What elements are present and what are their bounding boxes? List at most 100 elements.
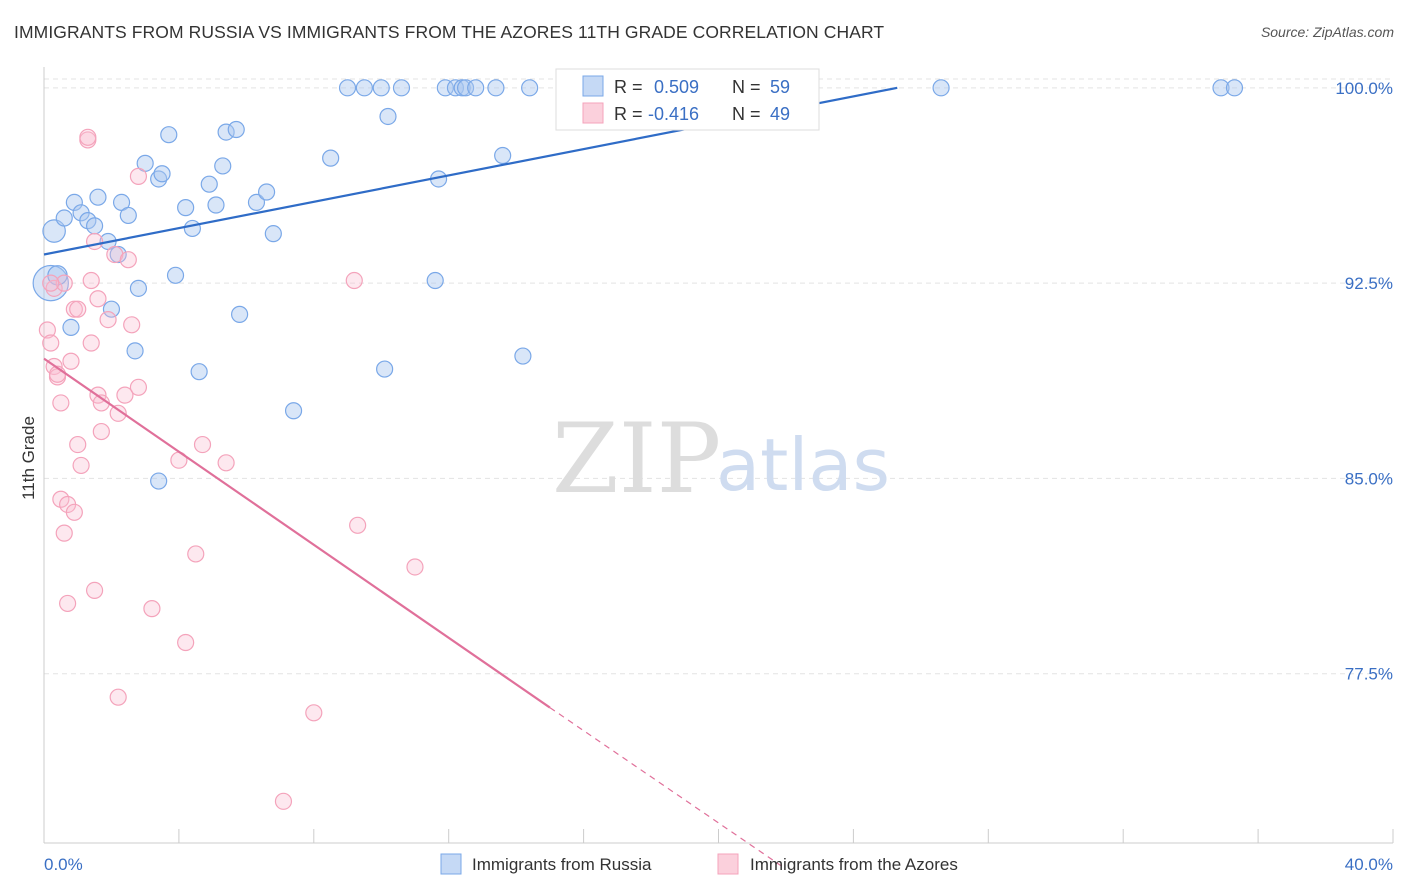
azores-point-22 xyxy=(85,232,104,251)
stats-r-value-azores: -0.416 xyxy=(648,104,699,124)
legend: Immigrants from Russia Immigrants from t… xyxy=(440,853,958,875)
y-tick-labels: 100.0% 92.5% 85.0% 77.5% xyxy=(1335,79,1393,684)
russia-point-47 xyxy=(487,79,505,97)
azores-point-33 xyxy=(119,251,137,269)
legend-label-azores: Immigrants from the Azores xyxy=(750,855,958,874)
azores-point-9 xyxy=(55,274,73,292)
stats-r-label-azores: R = xyxy=(614,104,643,124)
russia-point-0 xyxy=(32,264,69,302)
axes xyxy=(43,67,1394,844)
russia-point-14 xyxy=(102,300,121,318)
azores-point-40 xyxy=(193,435,212,454)
russia-point-32 xyxy=(257,183,276,201)
grid-lines xyxy=(44,78,1393,675)
watermark: ZIP atlas xyxy=(552,403,890,515)
azores-point-47 xyxy=(42,274,60,292)
russia-point-46 xyxy=(467,79,485,97)
azores-point-11 xyxy=(59,594,77,613)
russia-point-15 xyxy=(126,342,144,360)
azores-point-44 xyxy=(345,271,363,290)
russia-point-16 xyxy=(129,279,148,297)
russia-point-25 xyxy=(200,175,218,193)
russia-point-56 xyxy=(1212,79,1230,97)
azores-point-28 xyxy=(99,310,117,329)
azores-point-1 xyxy=(42,334,60,352)
azores-point-38 xyxy=(177,633,195,652)
stats-box: R = 0.509 N = 59 R = -0.416 N = 49 xyxy=(555,68,820,131)
y-axis-label: 11th Grade xyxy=(19,416,38,500)
azores-point-6 xyxy=(52,394,70,412)
x-tick-label-max: 40.0% xyxy=(1345,855,1393,874)
y-tick-label-0: 100.0% xyxy=(1335,79,1393,98)
russia-point-27 xyxy=(214,157,232,175)
russia-point-3 xyxy=(55,209,73,227)
russia-point-24 xyxy=(190,363,208,381)
russia-point-31 xyxy=(247,193,266,212)
legend-swatch-russia xyxy=(440,853,462,875)
stats-n-value-russia: 59 xyxy=(770,77,790,97)
azores-point-30 xyxy=(109,688,127,706)
azores-point-8 xyxy=(55,524,73,542)
azores-point-19 xyxy=(79,128,97,146)
source-label: Source: ZipAtlas.com xyxy=(1260,24,1394,40)
russia-point-5 xyxy=(65,193,83,212)
azores-point-13 xyxy=(65,503,83,521)
watermark-atlas: atlas xyxy=(716,423,890,507)
russia-point-43 xyxy=(446,79,465,97)
russia-point-48 xyxy=(494,146,512,165)
russia-point-51 xyxy=(426,271,444,290)
azores-trend-line xyxy=(43,357,551,709)
russia-point-38 xyxy=(372,79,390,97)
azores-point-31 xyxy=(109,404,127,422)
stats-n-label-russia: N = xyxy=(732,77,761,97)
russia-point-13 xyxy=(119,206,137,225)
russia-point-8 xyxy=(85,217,104,235)
azores-point-46 xyxy=(406,558,424,576)
russia-point-41 xyxy=(379,107,397,126)
russia-point-45 xyxy=(456,79,475,97)
azores-point-43 xyxy=(305,704,323,722)
russia-point-19 xyxy=(153,165,171,183)
azores-point-23 xyxy=(85,581,104,600)
azores-point-16 xyxy=(69,435,87,454)
azores-trend-line-extension xyxy=(549,707,787,870)
azores-point-0 xyxy=(38,321,56,339)
y-tick-label-1: 92.5% xyxy=(1345,274,1393,293)
russia-point-58 xyxy=(150,472,168,490)
azores-point-25 xyxy=(89,290,107,308)
azores-point-39 xyxy=(187,545,205,563)
stats-r-label-russia: R = xyxy=(614,77,643,97)
azores-point-42 xyxy=(274,792,293,810)
russia-point-40 xyxy=(392,79,411,97)
russia-point-52 xyxy=(514,347,532,365)
azores-point-32 xyxy=(116,386,134,404)
stats-swatch-russia xyxy=(582,75,604,97)
azores-point-15 xyxy=(69,300,87,318)
russia-point-42 xyxy=(436,79,454,97)
azores-point-36 xyxy=(143,600,161,618)
azores-point-20 xyxy=(82,271,100,290)
stats-n-value-azores: 49 xyxy=(770,104,790,124)
azores-point-12 xyxy=(62,352,80,370)
stats-r-value-russia: 0.509 xyxy=(654,77,699,97)
russia-point-9 xyxy=(89,188,107,206)
azores-point-21 xyxy=(82,334,100,352)
azores-point-45 xyxy=(349,516,367,534)
y-tick-label-3: 77.5% xyxy=(1345,665,1393,684)
russia-point-35 xyxy=(322,149,340,167)
y-tick-label-2: 85.0% xyxy=(1345,469,1393,488)
russia-point-28 xyxy=(217,123,235,141)
russia-point-4 xyxy=(62,318,80,337)
russia-point-21 xyxy=(166,266,185,284)
russia-point-30 xyxy=(231,305,249,323)
russia-point-36 xyxy=(338,79,357,97)
russia-point-22 xyxy=(177,199,195,217)
x-tick-label-min: 0.0% xyxy=(44,855,83,874)
russia-point-33 xyxy=(264,225,282,243)
stats-n-label-azores: N = xyxy=(732,104,761,124)
azores-point-17 xyxy=(72,456,90,475)
russia-point-39 xyxy=(376,360,394,378)
azores-point-35 xyxy=(129,167,148,185)
chart-title: IMMIGRANTS FROM RUSSIA VS IMMIGRANTS FRO… xyxy=(14,22,885,42)
